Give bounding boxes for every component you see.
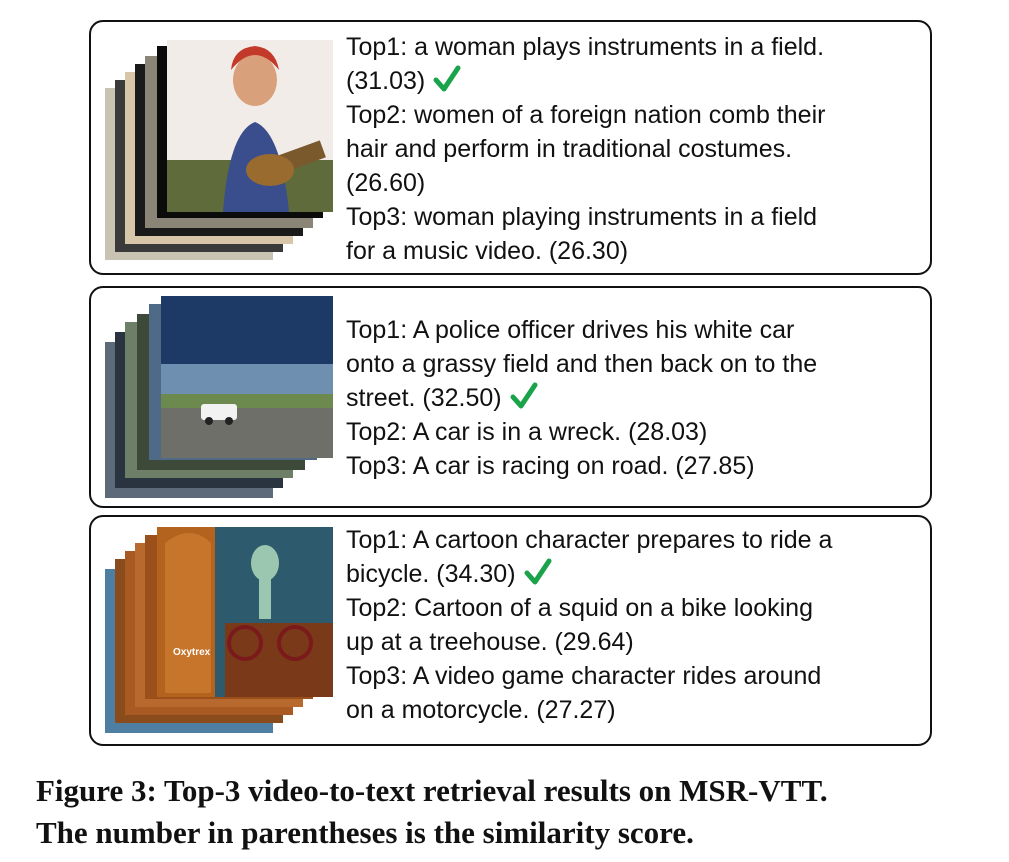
thumbnail-label: Oxytrex	[173, 647, 211, 658]
result-line: Top1: A cartoon character prepares to ri…	[346, 526, 833, 554]
result-line: Top3: woman playing instruments in a fie…	[346, 203, 818, 231]
result-line: Top2: women of a foreign nation comb the…	[346, 101, 826, 129]
results-text-1: Top1: a woman plays instruments in a fie…	[346, 30, 926, 268]
video-frames-thumbnail-1	[105, 40, 333, 260]
result-line: Top3: A car is racing on road. (27.85)	[346, 452, 755, 480]
result-line: (31.03)	[346, 67, 426, 95]
result-panel-3: Oxytrex Top1: A cartoon character prepar…	[89, 515, 932, 746]
result-line: Top3: A video game character rides aroun…	[346, 662, 822, 690]
result-line: hair and perform in traditional costumes…	[346, 135, 793, 163]
video-frames-thumbnail-3: Oxytrex	[105, 527, 333, 733]
caption-line: The number in parentheses is the similar…	[36, 815, 694, 850]
checkmark-icon	[510, 382, 538, 409]
result-line: Top1: a woman plays instruments in a fie…	[346, 33, 825, 61]
results-text-2: Top1: A police officer drives his white …	[346, 313, 926, 483]
caption-line: Figure 3: Top-3 video-to-text retrieval …	[36, 773, 828, 808]
result-panel-1: Top1: a woman plays instruments in a fie…	[89, 20, 932, 275]
result-line: Top1: A police officer drives his white …	[346, 316, 795, 344]
result-line: onto a grassy field and then back on to …	[346, 350, 818, 378]
result-line: up at a treehouse. (29.64)	[346, 628, 634, 656]
results-text-3: Top1: A cartoon character prepares to ri…	[346, 523, 926, 727]
result-line: bicycle. (34.30)	[346, 560, 516, 588]
result-line: Top2: A car is in a wreck. (28.03)	[346, 418, 708, 446]
result-line: on a motorcycle. (27.27)	[346, 696, 616, 724]
figure-caption: Figure 3: Top-3 video-to-text retrieval …	[36, 770, 996, 854]
result-line: (26.60)	[346, 169, 426, 197]
result-line: Top2: Cartoon of a squid on a bike looki…	[346, 594, 813, 622]
video-frames-thumbnail-2	[105, 296, 333, 498]
result-line: for a music video. (26.30)	[346, 237, 629, 265]
checkmark-icon	[524, 558, 552, 585]
result-panel-2: Top1: A police officer drives his white …	[89, 286, 932, 508]
result-line: street. (32.50)	[346, 384, 502, 412]
checkmark-icon	[433, 65, 461, 92]
